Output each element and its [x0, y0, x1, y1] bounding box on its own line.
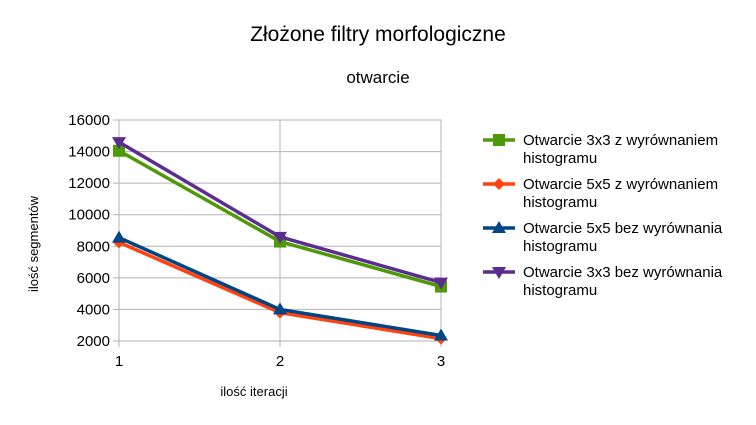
legend-label: histogramu	[523, 194, 597, 211]
legend-label: Otwarcie 5x5 z wyrównaniem	[523, 176, 718, 193]
y-tick-label: 14000	[68, 144, 110, 161]
legend-label: Otwarcie 3x3 z wyrównaniem	[523, 132, 718, 149]
x-tick-label: 3	[437, 353, 445, 370]
legend-swatch-marker	[492, 221, 506, 233]
y-tick-label: 8000	[77, 238, 110, 255]
y-axis-ticks: 2000 4000 6000 8000 10000 12000 14000 16000	[68, 112, 119, 350]
y-tick-label: 10000	[68, 207, 110, 224]
y-tick-label: 16000	[68, 112, 110, 129]
legend-swatch-marker	[493, 178, 505, 190]
y-tick-label: 12000	[68, 175, 110, 192]
x-axis-ticks: 1 2 3	[115, 341, 445, 370]
series-4-point	[112, 137, 126, 150]
series-4	[112, 137, 448, 290]
series-3-point	[434, 328, 448, 341]
chart-subtitle: otwarcie	[346, 68, 409, 87]
legend-label: histogramu	[523, 150, 597, 167]
y-tick-label: 2000	[77, 333, 110, 350]
y-tick-label: 4000	[77, 301, 110, 318]
y-tick-label: 6000	[77, 270, 110, 287]
series-3	[112, 230, 448, 341]
series-3-point	[112, 230, 126, 243]
series-4-point	[434, 277, 448, 290]
x-tick-label: 2	[276, 353, 284, 370]
legend-label: histogramu	[523, 238, 597, 255]
legend-label: histogramu	[523, 282, 597, 299]
legend-swatch-marker	[493, 134, 505, 146]
series-3-point	[273, 302, 287, 315]
x-tick-label: 1	[115, 353, 123, 370]
y-axis-label: ilość segmentów	[26, 195, 41, 292]
legend: Otwarcie 3x3 z wyrównaniemhistogramuOtwa…	[483, 132, 723, 299]
x-axis-label: ilość iteracji	[220, 384, 287, 399]
series-1-point	[113, 144, 125, 157]
series-group	[112, 137, 448, 345]
legend-label: Otwarcie 5x5 bez wyrównania	[523, 220, 723, 237]
legend-swatch-marker	[492, 267, 506, 279]
chart-title: Złożone filtry morfologiczne	[250, 23, 506, 46]
legend-label: Otwarcie 3x3 bez wyrównania	[523, 264, 723, 281]
series-4-point	[273, 231, 287, 244]
